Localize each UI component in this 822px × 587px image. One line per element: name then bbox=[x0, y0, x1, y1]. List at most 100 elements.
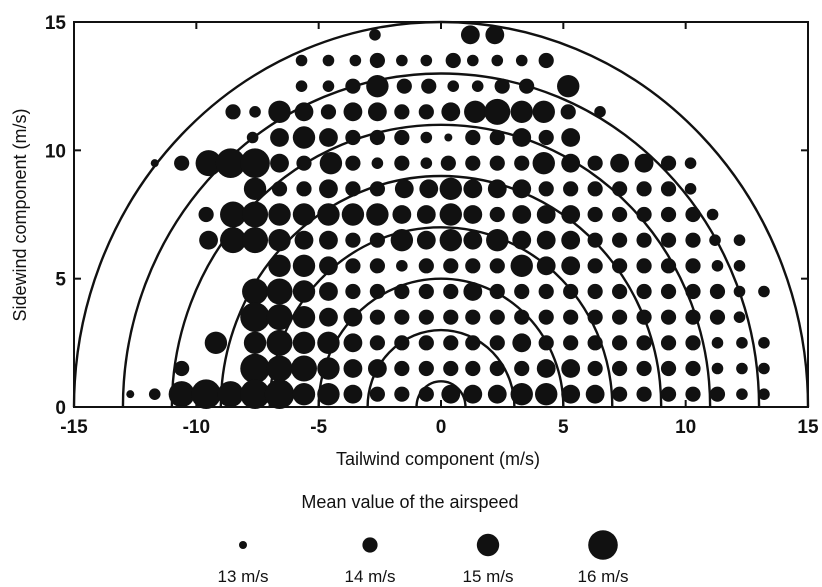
legend-marker bbox=[588, 530, 618, 560]
data-point bbox=[292, 203, 316, 226]
legend-label: 16 m/s bbox=[577, 567, 628, 586]
data-point bbox=[512, 179, 532, 199]
data-point bbox=[515, 54, 528, 67]
data-point bbox=[419, 179, 439, 199]
data-point bbox=[199, 230, 218, 250]
data-point bbox=[343, 384, 363, 404]
data-point bbox=[268, 203, 291, 226]
data-point bbox=[319, 307, 338, 327]
data-point bbox=[394, 335, 410, 351]
data-point bbox=[532, 100, 555, 124]
data-point bbox=[439, 228, 462, 252]
data-point bbox=[463, 230, 483, 250]
data-point bbox=[636, 386, 652, 402]
data-point bbox=[220, 201, 247, 228]
data-point bbox=[463, 282, 483, 301]
data-point bbox=[464, 100, 487, 124]
data-point bbox=[266, 304, 293, 331]
data-point bbox=[240, 379, 270, 409]
data-point bbox=[242, 278, 269, 305]
data-point bbox=[367, 102, 387, 122]
data-point bbox=[168, 381, 195, 408]
data-point bbox=[396, 260, 408, 272]
data-point bbox=[266, 355, 293, 382]
data-point bbox=[240, 302, 270, 332]
data-point bbox=[369, 52, 385, 69]
data-point bbox=[563, 335, 579, 351]
data-point bbox=[561, 128, 581, 147]
legend-label: 13 m/s bbox=[217, 567, 268, 586]
data-point bbox=[349, 54, 362, 67]
data-point bbox=[319, 256, 338, 276]
data-point bbox=[443, 258, 459, 274]
data-point bbox=[465, 335, 481, 351]
data-point bbox=[660, 258, 677, 274]
data-point bbox=[636, 206, 652, 223]
data-point bbox=[174, 360, 190, 377]
data-point bbox=[685, 258, 701, 274]
data-point bbox=[317, 203, 340, 226]
data-point bbox=[390, 228, 414, 252]
data-point bbox=[612, 258, 628, 274]
data-point bbox=[660, 181, 677, 197]
data-point bbox=[369, 335, 385, 351]
data-point bbox=[296, 155, 312, 171]
data-point bbox=[587, 155, 603, 171]
data-point bbox=[418, 258, 434, 274]
data-point bbox=[634, 153, 654, 173]
data-point bbox=[394, 104, 410, 120]
data-point bbox=[249, 106, 261, 118]
data-point bbox=[270, 153, 289, 173]
data-point bbox=[489, 360, 505, 377]
data-point bbox=[733, 234, 746, 246]
y-tick-label: 0 bbox=[55, 398, 66, 419]
data-point bbox=[538, 335, 554, 351]
data-point bbox=[465, 360, 481, 377]
data-point bbox=[394, 155, 410, 171]
data-point bbox=[489, 335, 505, 351]
data-point bbox=[443, 335, 459, 351]
data-point bbox=[295, 80, 308, 92]
data-point bbox=[465, 258, 481, 274]
data-point bbox=[636, 258, 652, 274]
data-point bbox=[685, 283, 701, 300]
data-point bbox=[561, 359, 581, 378]
data-point bbox=[292, 382, 316, 406]
x-tick-label: 0 bbox=[436, 417, 447, 438]
data-point bbox=[394, 179, 414, 199]
data-point bbox=[510, 254, 533, 278]
data-point bbox=[514, 360, 530, 377]
data-point bbox=[519, 78, 535, 94]
data-point bbox=[636, 360, 652, 377]
data-point bbox=[709, 309, 726, 325]
x-axis-ticks: -15 -10 -5 0 5 10 15 bbox=[60, 22, 819, 438]
data-point bbox=[148, 388, 161, 400]
data-point bbox=[758, 285, 770, 298]
data-point bbox=[587, 360, 603, 377]
data-point bbox=[319, 128, 338, 147]
data-point bbox=[217, 381, 244, 408]
data-point bbox=[191, 379, 221, 409]
data-point bbox=[585, 384, 605, 404]
data-point bbox=[367, 359, 387, 378]
data-point bbox=[660, 155, 677, 171]
data-point bbox=[484, 98, 511, 125]
data-point bbox=[587, 181, 603, 197]
data-point bbox=[471, 80, 484, 92]
data-point bbox=[394, 386, 410, 402]
data-point bbox=[709, 283, 726, 300]
data-point bbox=[733, 285, 746, 298]
data-point bbox=[612, 309, 628, 325]
x-tick-label: 10 bbox=[675, 417, 696, 438]
data-point bbox=[418, 283, 434, 300]
x-axis-title: Tailwind component (m/s) bbox=[336, 449, 540, 469]
data-point bbox=[317, 382, 340, 406]
data-point bbox=[587, 283, 603, 300]
data-point bbox=[463, 384, 483, 404]
data-point bbox=[204, 331, 228, 355]
data-point bbox=[612, 360, 628, 377]
y-axis-title: Sidewind component (m/s) bbox=[10, 108, 30, 321]
data-point bbox=[369, 386, 385, 402]
data-point bbox=[489, 283, 505, 300]
